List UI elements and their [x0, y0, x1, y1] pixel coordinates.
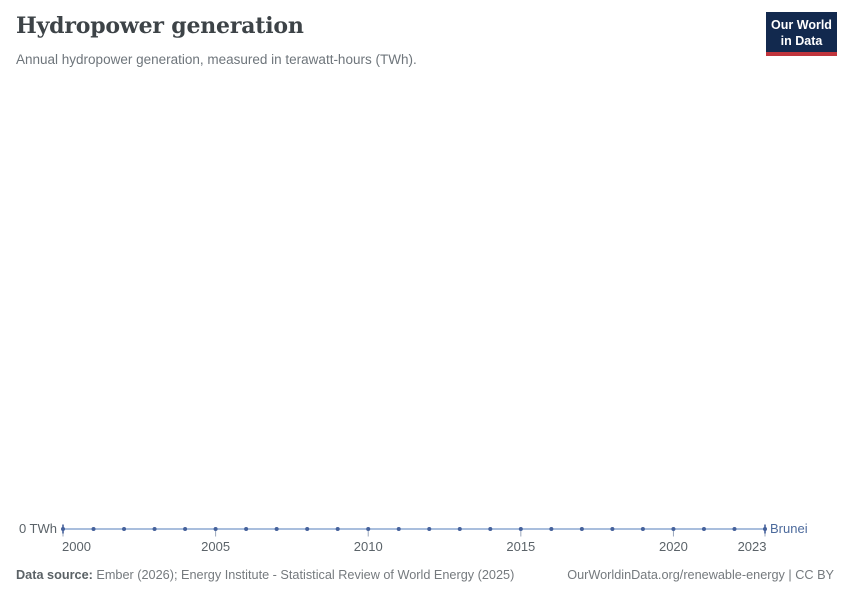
data-point[interactable]	[91, 527, 96, 531]
chart-subtitle: Annual hydropower generation, measured i…	[16, 52, 417, 67]
data-point[interactable]	[61, 527, 65, 531]
data-point[interactable]	[732, 527, 737, 531]
data-point[interactable]	[610, 527, 615, 531]
data-source-text: Ember (2026); Energy Institute - Statist…	[92, 568, 515, 582]
owid-url-license-link[interactable]: OurWorldinData.org/renewable-energy | CC…	[567, 568, 834, 582]
data-point[interactable]	[549, 527, 554, 531]
data-point[interactable]	[152, 527, 157, 531]
data-point[interactable]	[244, 527, 249, 531]
data-source-label: Data source:	[16, 568, 93, 582]
data-point[interactable]	[274, 527, 279, 531]
data-point[interactable]	[427, 527, 432, 531]
data-point[interactable]	[335, 527, 340, 531]
data-point[interactable]	[366, 527, 371, 531]
data-point[interactable]	[457, 527, 462, 531]
owid-logo[interactable]: Our World in Data	[766, 12, 837, 56]
data-point[interactable]	[579, 527, 584, 531]
data-point[interactable]	[701, 527, 706, 531]
data-point[interactable]	[213, 527, 218, 531]
data-point[interactable]	[518, 527, 523, 531]
x-axis-tick-label: 2015	[506, 539, 535, 554]
data-point[interactable]	[305, 527, 310, 531]
x-axis-tick-label: 2005	[201, 539, 230, 554]
data-point[interactable]	[640, 527, 645, 531]
data-point[interactable]	[488, 527, 493, 531]
owid-logo-line1: Our World	[771, 18, 832, 32]
x-axis-tick-label: 2010	[354, 539, 383, 554]
data-point[interactable]	[183, 527, 188, 531]
x-axis-tick-label: 2020	[659, 539, 688, 554]
data-point[interactable]	[671, 527, 676, 531]
line-chart-axis[interactable]: 2000 2005 2010 2015 2020 2023	[0, 505, 850, 565]
chart-title: Hydropower generation	[16, 13, 304, 39]
data-point[interactable]	[396, 527, 401, 531]
data-point[interactable]	[763, 527, 767, 531]
data-point[interactable]	[122, 527, 127, 531]
x-axis-tick-label: 2000	[62, 539, 91, 554]
entity-label-brunei[interactable]: Brunei	[770, 521, 808, 536]
x-axis-tick-label: 2023	[738, 539, 767, 554]
y-axis-zero-label: 0 TWh	[18, 521, 57, 536]
chart-plot-area[interactable]	[0, 80, 850, 505]
data-source-note: Data source: Ember (2026); Energy Instit…	[16, 567, 514, 583]
owid-logo-line2: in Data	[780, 34, 823, 48]
chart-footer: Data source: Ember (2026); Energy Instit…	[0, 567, 850, 583]
